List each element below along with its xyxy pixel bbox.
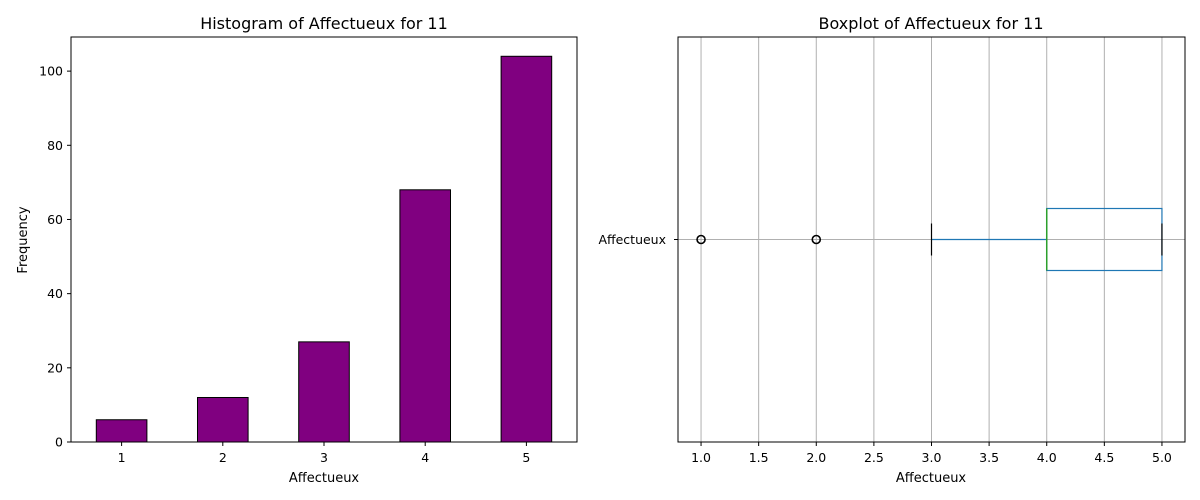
boxplot-category-label: Affectueux [598, 232, 666, 247]
boxplot-x-tick-label: 5.0 [1152, 450, 1172, 465]
histogram-x-tick-label: 2 [219, 450, 227, 465]
boxplot-title: Boxplot of Affectueux for 11 [818, 14, 1043, 33]
histogram-x-label: Affectueux [289, 471, 360, 486]
histogram-x-tick-label: 4 [421, 450, 429, 465]
histogram-x-tick-label: 1 [118, 450, 126, 465]
boxplot-x-tick-label: 2.0 [806, 450, 826, 465]
histogram-x-tick-label: 3 [320, 450, 328, 465]
histogram-bars [95, 55, 553, 443]
histogram-y-tick-label: 100 [39, 64, 63, 79]
histogram-y-tick-label: 60 [47, 212, 63, 227]
histogram-frame [70, 36, 578, 443]
histogram-ticks: 1 2 3 4 5 0 20 40 60 80 100 [39, 64, 530, 465]
boxplot-x-tick-label: 2.5 [864, 450, 884, 465]
boxplot-x-tick-label: 1.5 [749, 450, 769, 465]
boxplot-outlier [696, 234, 706, 245]
histogram-y-tick-label: 20 [47, 360, 63, 375]
boxplot-x-tick-label: 4.5 [1094, 450, 1114, 465]
histogram-bar [298, 341, 350, 443]
histogram-bar [399, 189, 451, 443]
boxplot-x-tick-label: 3.5 [979, 450, 999, 465]
boxplot-x-label: Affectueux [896, 471, 967, 486]
boxplot-outlier [811, 234, 822, 245]
histogram-y-tick-label: 80 [47, 138, 63, 153]
histogram-bar [95, 419, 148, 443]
histogram-bar [500, 55, 553, 443]
boxplot-x-tick-label: 3.0 [922, 450, 942, 465]
boxplot-ticks: 1.0 1.5 2.0 2.5 3.0 3.5 4.0 4.5 5.0 Affectueux [598, 232, 1171, 465]
histogram-title: Histogram of Affectueux for 11 [200, 14, 448, 33]
histogram-y-label: Frequency [16, 206, 31, 273]
histogram-y-tick-label: 0 [55, 435, 63, 450]
boxplot-x-tick-label: 1.0 [691, 450, 711, 465]
boxplot-marks [696, 207, 1163, 272]
histogram-x-tick-label: 5 [522, 450, 530, 465]
boxplot-x-tick-label: 4.0 [1037, 450, 1057, 465]
histogram-chart: Histogram of Affectueux for 11 1 2 3 4 5 0 20 4… [16, 14, 578, 486]
boxplot-chart: Boxplot of Affectueux for 11 1.0 1.5 2.0 2.… [598, 14, 1186, 486]
histogram-bar [197, 396, 249, 443]
histogram-y-tick-label: 40 [47, 286, 63, 301]
